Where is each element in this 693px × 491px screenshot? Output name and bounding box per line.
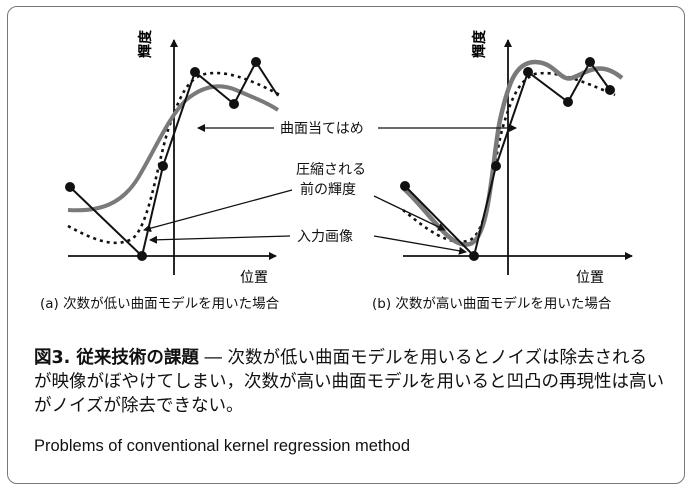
panel-b-input-point [469, 251, 479, 261]
panel-a-fit-curve [67, 84, 280, 213]
panel-b-input-point [563, 97, 573, 107]
panel-a-input-point [158, 161, 168, 171]
panel-a: 輝度 位置 [65, 29, 281, 286]
panel-a-input-point [190, 67, 200, 77]
annotation-pre-compression-line1: 圧縮される [296, 162, 366, 178]
panel-b-y-axis-label: 輝度 [471, 29, 488, 58]
figure-caption: 図3. 従来技術の課題 ― 次数が低い曲面モデルを用いるとノイズは除去されるが映… [34, 346, 664, 418]
panel-b-input-point [585, 57, 595, 67]
panel-b-x-axis-label: 位置 [576, 270, 604, 286]
figure-frame [7, 6, 685, 484]
annotation-curve-fit: 曲面当てはめ [280, 121, 364, 137]
input-image-arrow-right [373, 235, 467, 255]
annotation-pre-compression-line2: 前の輝度 [300, 181, 356, 198]
pre-compression-arrow-right [373, 195, 446, 231]
panel-b: 輝度 位置 [400, 29, 633, 286]
panel-a-pre-compression-curve [67, 71, 281, 245]
input-image-arrow-left [149, 235, 291, 244]
annotation-input-image: 入力画像 [297, 229, 353, 245]
panel-a-input-point [65, 182, 75, 192]
caption-lead: 図3. 従来技術の課題 [34, 348, 199, 368]
panel-a-x-axis-label: 位置 [240, 270, 268, 286]
panel-a-y-axis-label: 輝度 [137, 29, 154, 58]
panel-b-input-point [605, 85, 615, 95]
panel-b-input-point [491, 161, 501, 171]
pre-compression-arrow-left [143, 189, 293, 233]
panel-a-input-point [137, 251, 147, 261]
english-caption: Problems of conventional kernel regressi… [34, 437, 411, 455]
panel-a-caption: (a) 次数が低い曲面モデルを用いた場合 [40, 296, 280, 312]
panel-b-caption: (b) 次数が高い曲面モデルを用いた場合 [372, 296, 612, 312]
caption-body: ― 次数が低い曲面モデルを用いるとノイズは除去されるが映像がぼやけてしまい，次数… [34, 348, 664, 416]
panel-b-input-point [523, 67, 533, 77]
panel-b-input-point [400, 181, 410, 191]
panel-a-input-point [251, 57, 261, 67]
panel-a-input-point [229, 99, 239, 109]
